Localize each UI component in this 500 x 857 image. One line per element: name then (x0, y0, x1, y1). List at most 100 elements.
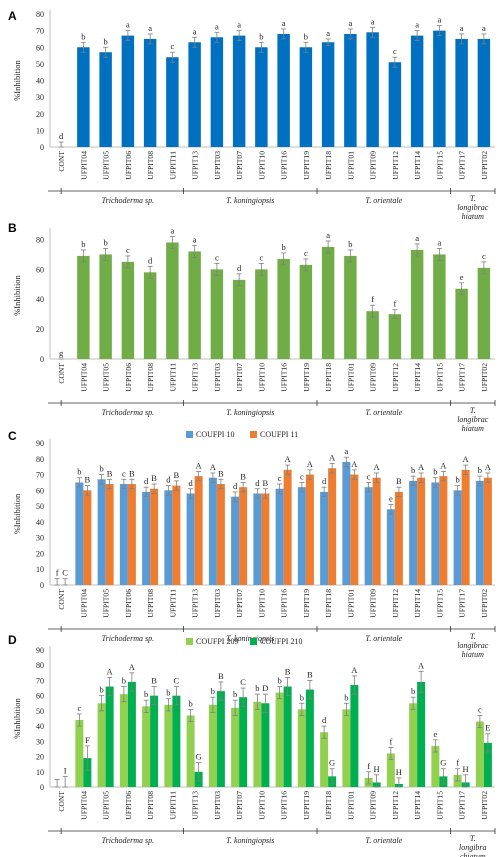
x-tick-label: UFPIT18 (324, 363, 333, 392)
significance-letter: b (81, 239, 85, 249)
bar (299, 264, 313, 359)
bar (194, 476, 203, 585)
bar (164, 704, 173, 787)
significance-letter: b (122, 676, 126, 686)
bar (350, 685, 359, 787)
bar (461, 469, 470, 585)
significance-letter: C (62, 568, 68, 578)
x-tick-label: UFPIT05 (102, 589, 111, 618)
significance-letter: a (344, 446, 348, 456)
bar (261, 703, 270, 787)
significance-letter: c (170, 41, 174, 51)
significance-letter: A (351, 459, 358, 469)
y-tick-label: 60 (36, 692, 44, 701)
significance-letter: a (193, 26, 197, 36)
bar (320, 491, 329, 585)
y-tick-label: 60 (36, 265, 44, 274)
panel-D: D 0 10 20 30 40 50 60 70 80 90 %Inhibition COUFPI 20… (8, 633, 496, 857)
x-tick-label: CONT (57, 363, 66, 384)
bar (483, 477, 492, 585)
y-tick-label: 80 (36, 235, 44, 244)
panel-C: C 0 10 20 30 40 50 60 70 80 90 %Inhibition COUFPI 10… (8, 429, 496, 659)
y-tick-label: 60 (36, 43, 44, 52)
legend-swatch (250, 431, 257, 438)
x-tick-label: UFPIT01 (346, 363, 355, 392)
y-tick-label: 50 (36, 502, 44, 511)
bar (433, 254, 446, 359)
x-tick-label: UFPIT12 (391, 589, 400, 618)
x-tick-label: UFPIT10 (257, 151, 266, 180)
bar (409, 703, 418, 787)
bar (99, 254, 112, 359)
bar (453, 490, 462, 585)
significance-letter: b (304, 31, 308, 41)
bar (150, 695, 159, 787)
legend-label: COUFPI 11 (260, 430, 298, 439)
x-tick-label: UFPIT15 (435, 363, 444, 392)
significance-letter: a (371, 16, 375, 26)
bar (231, 707, 240, 787)
significance-letter: a (282, 18, 286, 28)
x-tick-label: UFPIT03 (213, 791, 222, 820)
bar (320, 732, 329, 787)
x-tick-label: UFPIT18 (324, 589, 333, 618)
group-label: hiatum (462, 212, 484, 221)
significance-letter: d (322, 715, 327, 725)
significance-letter: b (104, 36, 108, 46)
bar (342, 709, 351, 787)
bar (350, 474, 359, 585)
bar (99, 52, 112, 147)
group-label: T. orientale (365, 634, 402, 643)
x-tick-label: UFPIT07 (235, 363, 244, 392)
legend-swatch (250, 638, 257, 645)
bar (208, 704, 217, 787)
bar (75, 482, 84, 585)
bar (239, 697, 248, 787)
y-tick-label: 0 (40, 783, 44, 792)
bar (166, 57, 179, 147)
significance-letter: B (174, 470, 180, 480)
significance-letter: d (322, 476, 327, 486)
bar (186, 493, 195, 585)
x-tick-label: UFPIT12 (391, 791, 400, 820)
y-axis-label: %Inhibition (12, 59, 22, 100)
y-tick-label: 70 (36, 471, 44, 480)
significance-letter: a (215, 21, 219, 31)
significance-letter: H (374, 764, 380, 774)
panel-label: B (8, 221, 17, 235)
significance-letter: A (485, 462, 492, 472)
bar (188, 42, 201, 148)
bar (455, 38, 468, 147)
significance-letter: b (81, 31, 85, 41)
bar (431, 482, 440, 585)
bar (417, 477, 426, 585)
bar (475, 721, 484, 787)
x-tick-label: UFPIT08 (146, 151, 155, 180)
group-label: T. orientale (365, 196, 402, 205)
x-tick-label: CONT (57, 589, 66, 610)
bar (121, 261, 135, 359)
significance-letter: a (326, 230, 330, 240)
x-tick-label: UFPIT18 (324, 151, 333, 180)
bar (142, 491, 151, 585)
significance-letter: D (262, 683, 268, 693)
y-tick-label: 50 (36, 60, 44, 69)
significance-letter: b (233, 689, 237, 699)
significance-letter: a (126, 20, 130, 30)
x-tick-label: UFPIT09 (369, 791, 378, 820)
x-tick-label: UFPIT03 (213, 589, 222, 618)
significance-letter: d (255, 478, 260, 488)
significance-letter: d (233, 481, 238, 491)
bar (77, 47, 90, 147)
x-tick-label: UFPIT11 (168, 363, 177, 392)
bar (366, 311, 379, 359)
x-tick-label: UFPIT08 (146, 589, 155, 618)
x-tick-label: UFPIT09 (369, 589, 378, 618)
significance-letter: b (99, 685, 103, 695)
significance-letter: f (393, 299, 396, 309)
x-tick-label: UFPIT01 (346, 589, 355, 618)
significance-letter: a (148, 23, 152, 33)
x-tick-label: UFPIT02 (480, 791, 489, 820)
